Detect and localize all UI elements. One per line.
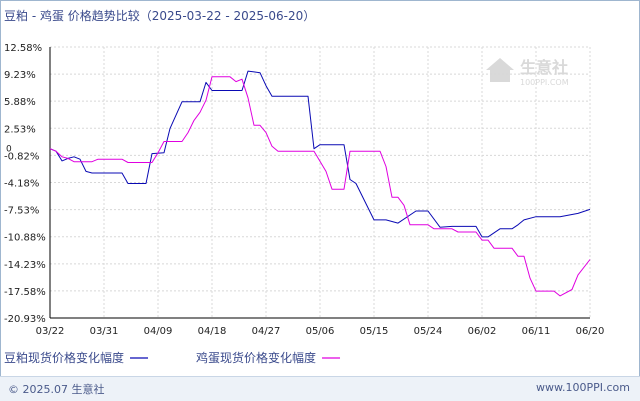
x-tick-label: 03/22 (36, 326, 65, 337)
y-tick-label: 2.53% (4, 124, 36, 135)
y-tick-label: -14.23% (4, 260, 46, 271)
watermark-domain: 100PPI.COM (520, 78, 569, 87)
watermark-brand: 生意社 (520, 58, 568, 77)
copyright-text: © 2025.07 生意社 (8, 383, 105, 396)
y-tick-label: -7.53% (4, 206, 39, 217)
y-tick-label: -4.18% (4, 179, 39, 190)
legend-label-1: 豆粕现货价格变化幅度 (4, 350, 124, 365)
x-tick-label: 06/11 (522, 326, 551, 337)
series-line-1 (49, 70, 591, 238)
y-zero-label: 0 (6, 145, 12, 155)
y-tick-label: 9.23% (4, 70, 36, 81)
series-line-2 (49, 76, 591, 297)
x-tick-label: 06/20 (576, 326, 605, 337)
chart-title: 豆粕 - 鸡蛋 价格趋势比较（2025-03-22 - 2025-06-20） (4, 9, 316, 23)
y-tick-label: -20.93% (4, 314, 46, 325)
footer-bar (0, 376, 640, 401)
y-tick-label: 12.58% (4, 43, 42, 54)
y-tick-label: -17.58% (4, 287, 46, 298)
legend-label-2: 鸡蛋现货价格变化幅度 (196, 350, 316, 365)
watermark-logo-icon (486, 58, 514, 70)
x-tick-label: 04/09 (144, 326, 173, 337)
x-tick-label: 05/06 (306, 326, 335, 337)
x-tick-label: 04/18 (198, 326, 227, 337)
site-url: www.100PPI.com (536, 381, 630, 394)
y-tick-label: 5.88% (4, 97, 36, 108)
x-tick-label: 06/02 (468, 326, 497, 337)
x-tick-label: 04/27 (252, 326, 281, 337)
watermark-logo-icon (490, 70, 510, 82)
x-tick-label: 05/24 (414, 326, 443, 337)
y-tick-label: -0.82% (4, 151, 39, 162)
y-tick-label: -10.88% (4, 233, 46, 244)
x-tick-label: 03/31 (90, 326, 119, 337)
x-tick-label: 05/15 (360, 326, 389, 337)
